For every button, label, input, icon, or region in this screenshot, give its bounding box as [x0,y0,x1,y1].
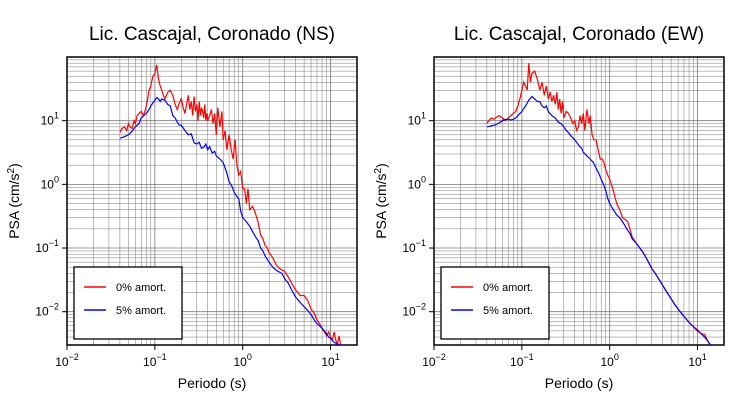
series-line-red [119,64,342,345]
y-tick-label: 10−2 [402,302,426,319]
y-tick-label: 10−1 [35,238,59,255]
x-axis-label: Periodo (s) [178,375,246,391]
legend-box [73,266,183,340]
y-tick-label: 100 [41,174,59,191]
y-axis-label: PSA (cm/s2) [373,163,389,239]
plot-frame [66,56,358,346]
legend-label: 0% amort. [483,282,533,294]
x-tick-label: 10−2 [422,352,446,369]
x-axis-label: Periodo (s) [545,375,613,391]
y-tick-label: 10−2 [35,302,59,319]
x-tick-label: 10−1 [143,352,167,369]
y-axis-label: PSA (cm/s2) [6,163,22,239]
x-tick-label: 100 [601,352,619,369]
chart-panel-1: 10−2 10−1 100 101 10−2 10−1 100 101 0% amort. 5% … [6,24,358,391]
legend-label: 0% amort. [116,282,166,294]
chart-title: Lic. Cascajal, Coronado (EW) [454,24,704,45]
x-tick-label: 10−1 [510,352,534,369]
plot-frame [433,56,725,346]
x-tick-label: 10−2 [55,352,79,369]
x-tick-label: 101 [688,352,706,369]
chart-panel-2: 10−2 10−1 100 101 10−2 10−1 100 101 0% amort. 5% … [373,24,725,391]
series-line-blue [486,95,711,345]
legend-label: 5% amort. [483,305,533,317]
legend-label: 5% amort. [116,305,166,317]
x-tick-label: 100 [234,352,252,369]
y-tick-label: 100 [408,174,426,191]
y-tick-label: 101 [408,111,426,128]
legend-box [440,266,550,340]
y-tick-label: 10−1 [402,238,426,255]
chart-title: Lic. Cascajal, Coronado (NS) [89,24,335,45]
legend: 0% amort. 5% amort. [73,266,183,340]
legend: 0% amort. 5% amort. [440,266,550,340]
series-line-blue [119,96,341,345]
y-tick-label: 101 [41,111,59,128]
x-tick-label: 101 [321,352,339,369]
